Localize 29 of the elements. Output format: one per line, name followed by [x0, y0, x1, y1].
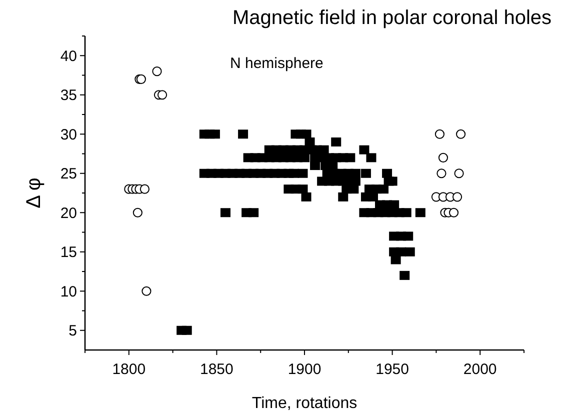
point [142, 286, 152, 296]
point [456, 129, 466, 139]
point [152, 66, 162, 76]
point [436, 168, 446, 178]
point [454, 168, 464, 178]
y-tick-label: 30 [60, 126, 77, 144]
x-tick-label: 1950 [376, 361, 409, 378]
x-axis-title: Time, rotations [252, 395, 358, 412]
chart-title: Magnetic field in polar coronal holes [232, 7, 552, 29]
x-tick-label: 1850 [200, 361, 234, 378]
y-tick-label: 20 [60, 204, 77, 222]
point [452, 192, 462, 202]
point [140, 184, 150, 194]
x-tick-label: 2000 [463, 361, 497, 378]
point [438, 152, 448, 162]
y-axis-title: Δ φ [23, 178, 45, 208]
annotation: N hemisphere [230, 55, 324, 72]
x-tick-label: 1900 [288, 361, 322, 378]
y-tick-label: 40 [60, 48, 77, 65]
point [157, 90, 168, 100]
y-tick-label: 10 [60, 283, 77, 300]
x-tick-label: 1800 [112, 361, 146, 378]
point [132, 208, 142, 218]
y-tick-label: 15 [60, 244, 77, 262]
y-tick-label: 35 [60, 87, 77, 104]
point [448, 208, 459, 218]
y-tick-label: 25 [60, 166, 77, 183]
point [434, 129, 445, 139]
y-tick-label: 5 [68, 322, 77, 340]
